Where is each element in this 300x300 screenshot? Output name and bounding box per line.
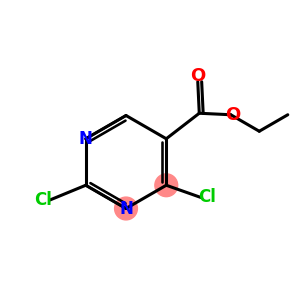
Text: Cl: Cl: [34, 191, 52, 209]
Circle shape: [155, 174, 178, 197]
Text: N: N: [119, 200, 133, 217]
Text: O: O: [226, 106, 241, 124]
Text: Cl: Cl: [198, 188, 216, 206]
Text: O: O: [190, 68, 206, 85]
Text: N: N: [79, 130, 93, 148]
Circle shape: [115, 197, 137, 220]
